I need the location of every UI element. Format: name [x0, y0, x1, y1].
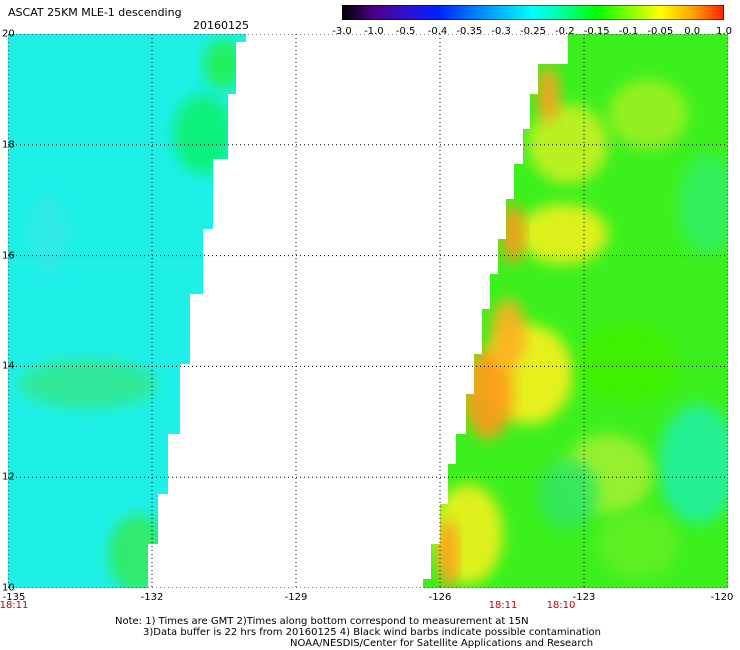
longitude-label: -132 [140, 592, 164, 603]
colorbar-tick-label: -0.15 [583, 26, 610, 37]
colorbar-tick-label: 0.0 [684, 26, 701, 37]
note-line-3: NOAA/NESDIS/Center for Satellite Applica… [290, 638, 594, 649]
longitude-label: -129 [284, 592, 308, 603]
swath-left [8, 34, 246, 588]
pass-time-label: 18:10 [546, 600, 576, 611]
latitude-label: 14 [2, 360, 15, 372]
latitude-label: 10 [2, 582, 15, 594]
longitude-label: -126 [428, 592, 452, 603]
pass-time-label: 18:11 [488, 600, 518, 611]
colorbar-tick-label: -0.05 [647, 26, 674, 37]
longitude-label: -135 [2, 592, 26, 603]
colorbar-tick-label: -0.4 [427, 26, 448, 37]
colorbar-tick-label: -0.25 [520, 26, 546, 37]
colorbar-tick-label: -0.5 [395, 26, 416, 37]
product-date: 20160125 [193, 19, 249, 32]
product-title: ASCAT 25KM MLE-1 descending [8, 6, 182, 19]
colorbar-tick-label: -0.35 [456, 26, 483, 37]
colorbar-tick-label: -1.0 [364, 26, 384, 37]
colorbar-tick-label: -3.0 [332, 26, 352, 37]
latitude-label: 16 [2, 250, 15, 262]
colorbar-tick-label: 1.0 [716, 26, 732, 37]
latitude-label: 20 [2, 28, 15, 40]
latitude-label: 12 [2, 471, 15, 483]
graticule [8, 34, 728, 588]
colorbar-tick-label: -0.3 [491, 26, 511, 37]
colorbar-tick-label: -0.2 [555, 26, 575, 37]
colorbar-tick-label: -0.1 [618, 26, 639, 37]
longitude-label: -123 [572, 592, 596, 603]
latitude-label: 18 [2, 139, 15, 151]
note-line-1: Note: 1) Times are GMT 2)Times along bot… [115, 616, 529, 627]
note-line-2: 3)Data buffer is 22 hrs from 20160125 4)… [143, 627, 601, 638]
pass-time-label: 18:11 [0, 600, 29, 611]
swath-right [423, 34, 728, 588]
colorbar [342, 5, 724, 20]
longitude-label: -120 [710, 592, 734, 603]
scatterometer-map [8, 34, 728, 588]
